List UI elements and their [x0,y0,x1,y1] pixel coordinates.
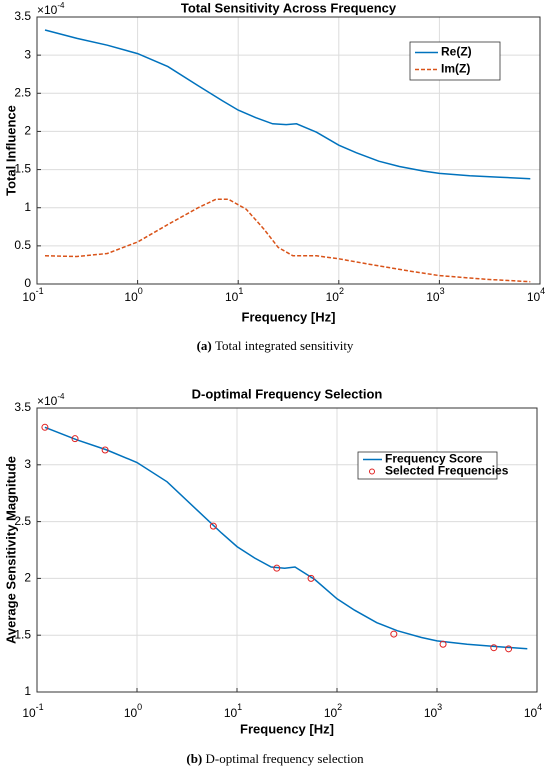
x-tick-exponent: 2 [337,702,342,712]
series-line [44,198,531,283]
plot-frame [36,407,538,693]
x-tick-base: 10 [527,290,541,304]
legend-label: Selected Frequencies [385,464,509,478]
x-axis-label: Frequency [Hz] [240,721,334,736]
x-tick-label: 103 [424,702,442,720]
caption: (a) Total integrated sensitivity [197,338,354,353]
x-tick-label: 10-1 [22,702,43,720]
x-tick-exponent: -1 [36,286,44,296]
y-exponent: ×10-4 [37,392,65,408]
y-exponent-power: -4 [57,1,65,10]
x-tick-base: 10 [324,706,338,720]
selected-point [71,435,79,443]
x-tick-exponent: 1 [237,702,242,712]
series-line [44,426,528,650]
caption-label: (a) [197,338,212,353]
selected-point [101,446,109,454]
y-tick-label: 1 [24,684,31,698]
y-axis-label: Total Influence [3,105,18,196]
y-tick-label: 1 [24,200,31,214]
selected-point [390,630,398,638]
x-tick-base: 10 [426,290,440,304]
selected-point [209,522,217,530]
y-tick-label: 3 [24,47,31,61]
y-tick-label: 0.5 [14,238,31,252]
x-tick-base: 10 [124,290,138,304]
chart-title: D-optimal Frequency Selection [192,386,383,401]
y-tick-label: 3 [24,457,31,471]
x-tick-base: 10 [224,706,238,720]
x-tick-label: 103 [426,286,444,304]
x-tick-label: 102 [326,286,344,304]
y-axis-label: Average Sensitivity Magnitude [3,456,18,644]
x-tick-label: 102 [324,702,342,720]
y-exponent: ×10-4 [37,1,65,17]
y-tick-label: 3.5 [14,9,31,23]
legend-box [357,451,498,480]
x-tick-base: 10 [22,706,36,720]
x-tick-exponent: 3 [440,286,445,296]
y-tick-label: 1.5 [14,627,31,641]
x-tick-label: 10-1 [22,286,43,304]
x-tick-base: 10 [22,290,36,304]
selected-point [505,645,513,653]
y-tick-label: 2 [24,571,31,585]
x-tick-exponent: 4 [537,702,542,712]
y-tick-label: 2 [24,124,31,138]
selected-point [307,574,315,582]
legend-label: Re(Z) [441,45,472,59]
x-tick-label: 100 [124,286,142,304]
x-axis-label: Frequency [Hz] [242,309,336,324]
legend-marker [369,468,375,475]
legend-box [409,41,501,81]
x-tick-exponent: 3 [437,702,442,712]
x-tick-label: 100 [124,702,142,720]
selected-point [41,423,49,431]
caption-label: (b) [186,751,202,766]
caption: (b) D-optimal frequency selection [186,751,364,766]
y-tick-label: 3.5 [14,400,31,414]
x-tick-base: 10 [225,290,239,304]
y-tick-label: 0 [24,276,31,290]
series-line [44,29,531,180]
y-tick-label: 2.5 [14,85,31,99]
x-tick-label: 101 [225,286,243,304]
x-tick-label: 104 [527,286,545,304]
x-tick-exponent: 1 [238,286,243,296]
y-exponent-base: ×10 [37,3,58,17]
plot-frame [36,16,541,285]
x-tick-exponent: 0 [137,702,142,712]
y-tick-label: 1.5 [14,162,31,176]
x-tick-base: 10 [424,706,438,720]
plot-area [37,408,537,692]
selected-point [490,644,498,652]
x-tick-exponent: -1 [36,702,44,712]
selected-point [273,564,281,572]
x-tick-base: 10 [124,706,138,720]
legend-label: Im(Z) [441,62,470,76]
x-tick-label: 101 [224,702,242,720]
y-exponent-power: -4 [57,392,65,401]
y-exponent-base: ×10 [37,394,58,408]
caption-text: Total integrated sensitivity [215,338,354,353]
selected-point [439,640,447,648]
y-tick-label: 2.5 [14,514,31,528]
x-tick-base: 10 [326,290,340,304]
x-tick-exponent: 4 [540,286,545,296]
legend-label: Frequency Score [385,452,483,466]
chart-title: Total Sensitivity Across Frequency [181,0,397,15]
x-tick-label: 104 [524,702,542,720]
x-tick-exponent: 0 [138,286,143,296]
x-tick-exponent: 2 [339,286,344,296]
x-tick-base: 10 [524,706,538,720]
caption-text: D-optimal frequency selection [206,751,365,766]
